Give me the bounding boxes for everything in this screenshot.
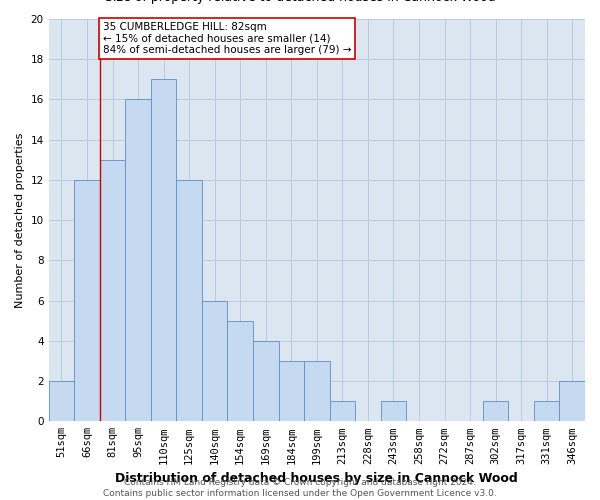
Text: Contains HM Land Registry data © Crown copyright and database right 2024.
Contai: Contains HM Land Registry data © Crown c… — [103, 478, 497, 498]
Bar — [74, 180, 100, 422]
Text: 35 CUMBERLEDGE HILL: 82sqm
← 15% of detached houses are smaller (14)
84% of semi: 35 CUMBERLEDGE HILL: 82sqm ← 15% of deta… — [103, 22, 352, 55]
Bar — [380, 401, 406, 421]
Bar — [151, 80, 176, 421]
Bar — [253, 341, 278, 421]
Bar — [176, 180, 202, 422]
Bar — [49, 381, 74, 422]
Bar — [278, 361, 304, 422]
Bar — [202, 300, 227, 422]
Bar — [534, 401, 559, 421]
X-axis label: Distribution of detached houses by size in Cannock Wood: Distribution of detached houses by size … — [115, 472, 518, 485]
Bar — [304, 361, 329, 422]
Bar — [227, 320, 253, 422]
Y-axis label: Number of detached properties: Number of detached properties — [15, 132, 25, 308]
Bar — [483, 401, 508, 421]
Bar — [125, 100, 151, 421]
Bar — [100, 160, 125, 421]
Bar — [329, 401, 355, 421]
Bar — [559, 381, 585, 422]
Text: Size of property relative to detached houses in Cannock Wood: Size of property relative to detached ho… — [104, 0, 496, 4]
